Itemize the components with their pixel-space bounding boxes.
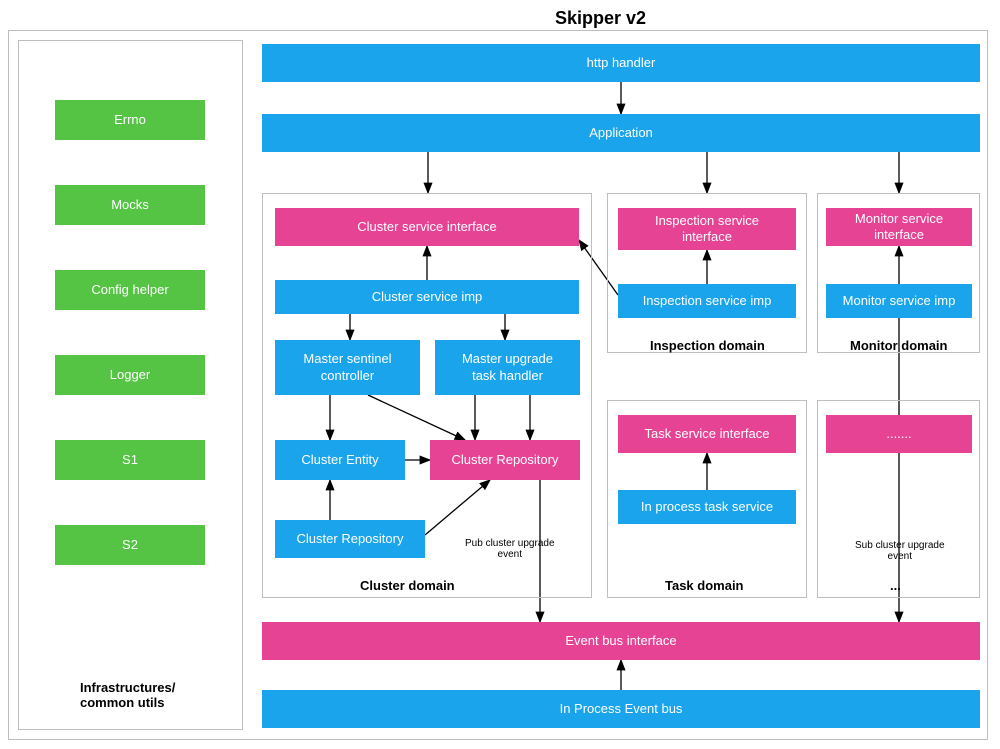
node-crepo-b: Cluster Repository	[275, 520, 425, 558]
node-s1: S1	[55, 440, 205, 480]
title-infra-title: Infrastructures/common utils	[80, 680, 175, 710]
node-centity: Cluster Entity	[275, 440, 405, 480]
title-cluster-title: Cluster domain	[360, 578, 455, 593]
node-logger: Logger	[55, 355, 205, 395]
node-app: Application	[262, 114, 980, 152]
node-crepo-p: Cluster Repository	[430, 440, 580, 480]
node-http: http handler	[262, 44, 980, 82]
node-dots-box: .......	[826, 415, 972, 453]
node-msc: Master sentinelcontroller	[275, 340, 420, 395]
node-ipeb: In Process Event bus	[262, 690, 980, 728]
node-s2: S2	[55, 525, 205, 565]
node-muth: Master upgradetask handler	[435, 340, 580, 395]
node-tse: In process task service	[618, 490, 796, 524]
node-csi: Cluster service interface	[275, 208, 579, 246]
node-cse: Cluster service imp	[275, 280, 579, 314]
annotation-pub-ann: Pub cluster upgradeevent	[465, 538, 555, 560]
title-inspect-title: Inspection domain	[650, 338, 765, 353]
diagram-canvas: Errno Mocks Config helper Logger S1 S2 http ha…	[0, 0, 1000, 749]
node-ebi: Event bus interface	[262, 622, 980, 660]
node-tsi: Task service interface	[618, 415, 796, 453]
node-ise: Inspection service imp	[618, 284, 796, 318]
node-mse: Monitor service imp	[826, 284, 972, 318]
title-main-title: Skipper v2	[555, 8, 646, 29]
title-task-title: Task domain	[665, 578, 744, 593]
node-mocks: Mocks	[55, 185, 205, 225]
node-errno: Errno	[55, 100, 205, 140]
node-msi: Monitor service interface	[826, 208, 972, 246]
node-config: Config helper	[55, 270, 205, 310]
annotation-sub-ann: Sub cluster upgradeevent	[855, 540, 945, 562]
title-dots-title: ...	[890, 578, 901, 593]
node-isi: Inspection serviceinterface	[618, 208, 796, 250]
title-monitor-title: Monitor domain	[850, 338, 948, 353]
